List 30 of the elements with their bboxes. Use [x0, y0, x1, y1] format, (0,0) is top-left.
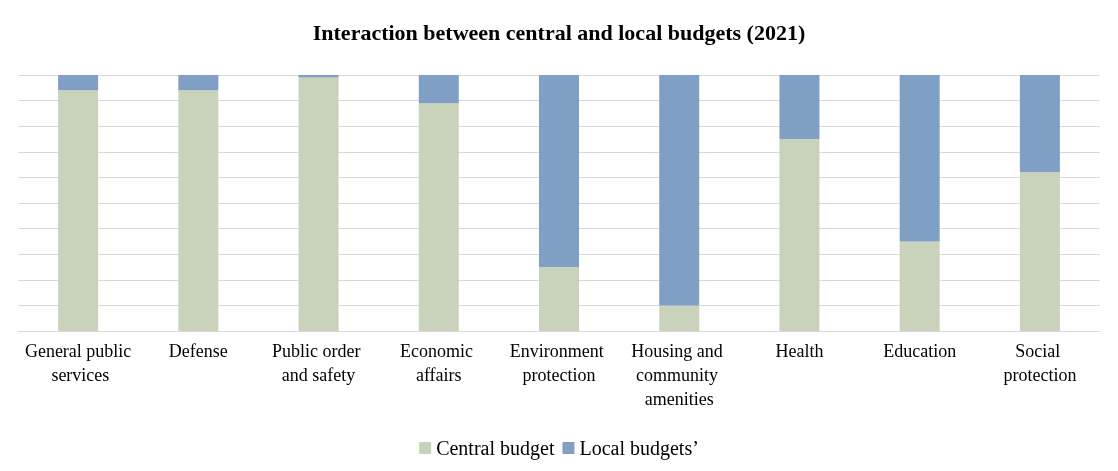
bar [539, 267, 579, 331]
bar [1019, 75, 1060, 173]
x-tick-label: Health [775, 341, 824, 361]
x-tick-label: Defense [168, 341, 228, 361]
bar [58, 75, 99, 91]
x-tick-label: General public services [24, 341, 132, 385]
chart-title: Interaction between central and local budgets (2021) [312, 19, 806, 45]
legend-label: Central budget [436, 437, 555, 460]
x-tick-label: Economic affairs [400, 341, 478, 385]
bar [418, 103, 459, 331]
bar [298, 77, 339, 331]
x-tick-label: Public order and safety [272, 341, 366, 385]
legend-label: Local budgets’ [579, 437, 699, 460]
x-tick-label: Social protection [1003, 341, 1077, 385]
bar [899, 75, 940, 242]
bar [58, 90, 99, 331]
bar [659, 75, 700, 306]
bar [899, 241, 940, 331]
bar [539, 75, 579, 267]
x-tick-label: Education [883, 341, 957, 361]
bar [779, 139, 820, 331]
bar [178, 90, 219, 331]
x-tick-label: Housing and community amenities [631, 341, 728, 409]
bar [1019, 172, 1060, 331]
bar [298, 75, 339, 78]
bar [779, 75, 820, 139]
bar [178, 75, 219, 91]
bar [418, 75, 459, 104]
x-tick-label: Environment protection [509, 341, 609, 385]
bar [659, 305, 700, 331]
